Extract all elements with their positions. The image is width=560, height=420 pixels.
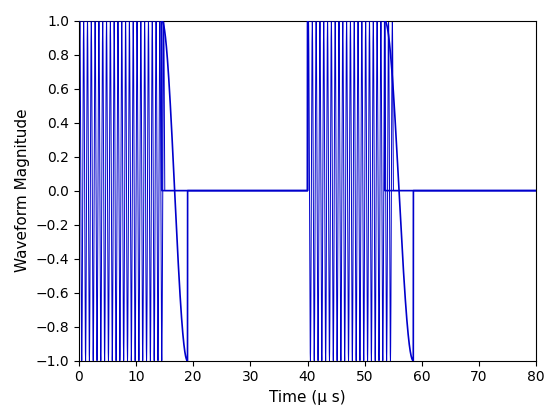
X-axis label: Time (μ s): Time (μ s)	[269, 390, 346, 405]
Y-axis label: Waveform Magnitude: Waveform Magnitude	[15, 109, 30, 273]
